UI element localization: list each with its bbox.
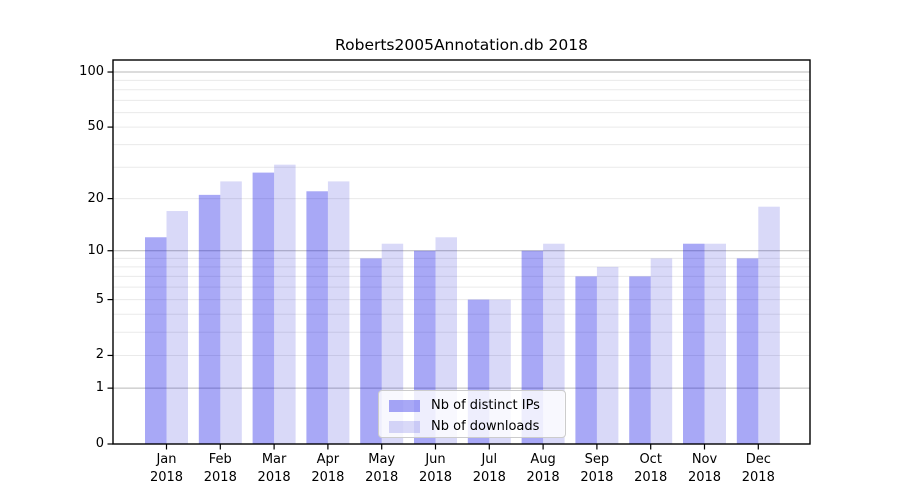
y-tick-label: 50 [87, 119, 104, 135]
x-tick-label-apr: Apr 2018 [311, 451, 344, 486]
y-tick-label: 2 [95, 347, 104, 363]
bar-nb-of-downloads-sep [596, 266, 619, 444]
bar-nb-of-downloads-dec [758, 206, 780, 444]
x-tick-month: Apr [316, 452, 340, 467]
legend: Nb of distinct IPs Nb of downloads [378, 390, 566, 438]
x-tick-year: 2018 [472, 469, 506, 485]
x-tick-month: Feb [208, 452, 232, 467]
x-tick-month: Jun [425, 452, 446, 467]
bar-nb-of-distinct-ips-oct [629, 276, 651, 444]
x-tick-year: 2018 [365, 469, 399, 485]
x-tick-label-feb: Feb 2018 [204, 451, 237, 486]
bar-nb-of-downloads-oct [650, 258, 673, 444]
x-tick-year: 2018 [311, 469, 345, 485]
bar-nb-of-distinct-ips-apr [306, 191, 328, 444]
x-tick-month: Oct [639, 452, 662, 467]
x-tick-month: Dec [745, 452, 771, 467]
x-tick-month: Jul [481, 452, 498, 467]
legend-label: Nb of distinct IPs [431, 397, 540, 413]
x-tick-year: 2018 [526, 469, 560, 485]
x-tick-label-aug: Aug 2018 [527, 451, 560, 486]
bar-nb-of-distinct-ips-nov [683, 243, 705, 444]
x-tick-label-sep: Sep 2018 [580, 451, 613, 486]
bar-nb-of-downloads-mar [274, 164, 296, 444]
legend-item-downloads: Nb of downloads [389, 417, 565, 436]
bar-nb-of-downloads-jan [166, 211, 188, 444]
x-tick-year: 2018 [580, 469, 614, 485]
x-tick-year: 2018 [257, 469, 291, 485]
x-tick-label-jun: Jun 2018 [419, 451, 452, 486]
x-tick-label-mar: Mar 2018 [258, 451, 291, 486]
bar-nb-of-distinct-ips-sep [575, 276, 597, 444]
y-tick-label: 10 [87, 242, 104, 258]
x-tick-label-dec: Dec 2018 [742, 451, 775, 486]
y-tick-label: 20 [87, 190, 104, 206]
x-tick-label-oct: Oct 2018 [634, 451, 667, 486]
y-tick-label: 0 [95, 436, 104, 451]
legend-swatch-distinct-ips [389, 399, 420, 412]
bar-nb-of-distinct-ips-jan [145, 237, 167, 444]
x-tick-month: Mar [261, 452, 287, 467]
x-tick-month: Aug [530, 452, 556, 467]
bar-nb-of-downloads-feb [220, 181, 242, 445]
bar-nb-of-distinct-ips-mar [252, 172, 275, 445]
x-tick-year: 2018 [418, 469, 453, 485]
bar-nb-of-distinct-ips-may [360, 258, 382, 444]
x-tick-year: 2018 [741, 469, 775, 485]
legend-swatch-downloads [389, 420, 420, 433]
x-tick-label-may: May 2018 [365, 451, 398, 486]
bar-nb-of-distinct-ips-dec [736, 258, 759, 444]
bar-nb-of-downloads-apr [327, 181, 350, 445]
x-tick-month: Sep [584, 452, 610, 467]
legend-item-distinct-ips: Nb of distinct IPs [389, 396, 565, 415]
x-tick-month: May [368, 452, 396, 467]
x-tick-label-jan: Jan 2018 [150, 451, 183, 486]
x-tick-label-nov: Nov 2018 [688, 451, 721, 486]
x-tick-month: Nov [691, 452, 718, 467]
y-tick-label: 1 [95, 380, 104, 396]
x-tick-year: 2018 [634, 469, 668, 485]
legend-label: Nb of downloads [431, 418, 540, 434]
x-tick-month: Jan [156, 452, 177, 467]
x-tick-year: 2018 [149, 469, 184, 485]
bar-nb-of-distinct-ips-feb [198, 194, 221, 444]
x-tick-label-jul: Jul 2018 [473, 451, 506, 486]
y-tick-label: 100 [79, 64, 104, 80]
plot-border [112, 59, 811, 445]
x-tick-year: 2018 [203, 469, 237, 485]
x-tick-year: 2018 [687, 469, 722, 485]
bar-nb-of-downloads-nov [704, 243, 726, 444]
chart-title: Roberts2005Annotation.db 2018 [335, 36, 588, 54]
y-tick-label: 5 [95, 291, 104, 307]
